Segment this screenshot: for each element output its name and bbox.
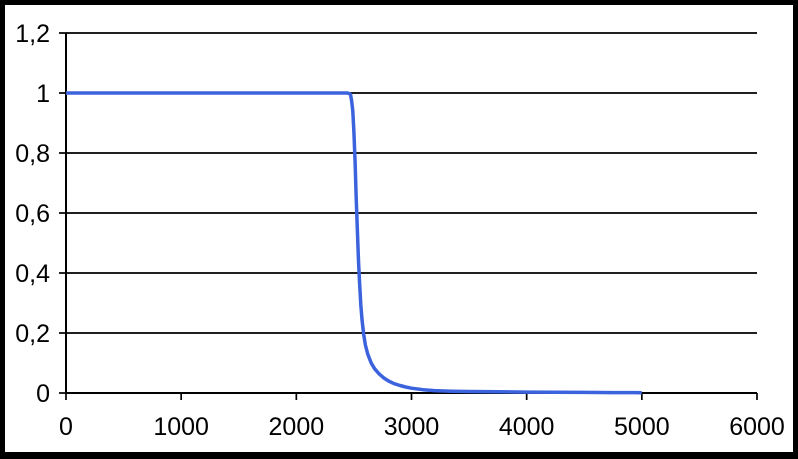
y-tick-label: 0,6 bbox=[15, 200, 50, 228]
y-tick-label: 1 bbox=[36, 80, 50, 108]
x-tick-label: 0 bbox=[59, 413, 73, 441]
x-tick-label: 2000 bbox=[269, 413, 325, 441]
x-tick-label: 3000 bbox=[384, 413, 440, 441]
y-tick-label: 0,4 bbox=[15, 260, 50, 288]
x-axis-labels: 0 1000 2000 3000 4000 5000 6000 bbox=[59, 413, 785, 441]
series-polyline bbox=[66, 91, 642, 395]
x-tick-label: 5000 bbox=[614, 413, 670, 441]
y-tick-label: 0 bbox=[36, 380, 50, 408]
y-tick-label: 1,2 bbox=[15, 20, 50, 48]
y-tick-label: 0,2 bbox=[15, 320, 50, 348]
x-tick-label: 4000 bbox=[499, 413, 555, 441]
line-chart: 0 0,2 0,4 0,6 0,8 1 1,2 0 1000 2000 3000 4000 5000 6… bbox=[15, 20, 785, 441]
x-tick-label: 1000 bbox=[153, 413, 209, 441]
tick-marks bbox=[59, 32, 758, 400]
gridlines bbox=[66, 32, 757, 334]
y-tick-label: 0,8 bbox=[15, 140, 50, 168]
data-series-line bbox=[66, 91, 642, 395]
y-axis-labels: 0 0,2 0,4 0,6 0,8 1 1,2 bbox=[15, 20, 50, 408]
x-tick-label: 6000 bbox=[729, 413, 785, 441]
